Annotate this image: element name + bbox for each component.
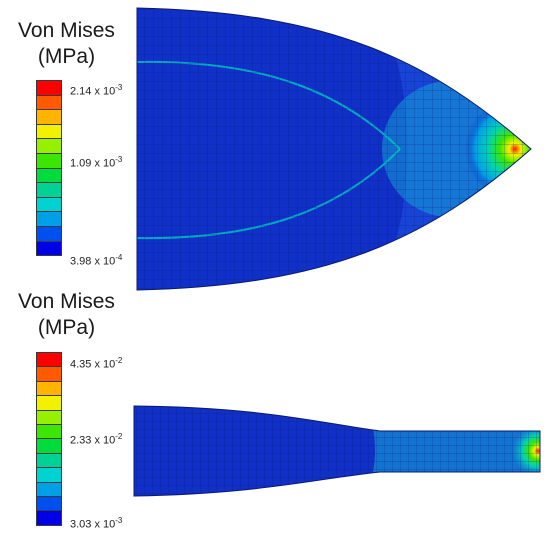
legend-unit: (MPa): [37, 316, 96, 339]
top-stress-panel: Von Mises (MPa) 2.14 x 10-3 1.09 x 10-3 …: [18, 7, 532, 291]
legend-swatch: [37, 424, 61, 440]
legend-swatch: [37, 353, 61, 368]
legend-swatch: [37, 95, 61, 111]
legend-title: Von Mises: [18, 19, 115, 42]
legend-swatch: [37, 367, 61, 382]
legend-max-label: 4.35 x 10-2: [70, 356, 123, 371]
legend-min-label: 3.98 x 10-4: [70, 253, 123, 268]
legend-swatch: [37, 110, 61, 125]
legend-swatch: [37, 453, 61, 469]
legend-swatch: [37, 482, 61, 497]
legend-swatch: [37, 468, 61, 483]
fem-model-side-view: [133, 405, 541, 497]
legend-swatch: [37, 183, 61, 198]
legend-swatch: [37, 153, 61, 169]
legend-swatch: [37, 197, 61, 213]
legend-swatch: [37, 212, 61, 227]
legend-mid-label: 2.33 x 10-2: [70, 432, 123, 447]
legend-title: Von Mises: [18, 290, 115, 313]
legend-mid-label: 1.09 x 10-3: [70, 155, 123, 170]
legend-swatch: [37, 439, 61, 454]
legend-swatch: [37, 241, 61, 257]
legend-swatch: [37, 226, 61, 242]
fem-model-top-view: [136, 7, 532, 291]
legend-swatch: [37, 396, 61, 411]
legend-swatch: [37, 381, 61, 397]
legend-swatch: [37, 496, 61, 512]
legend-swatch: [37, 410, 61, 425]
legend-max-label: 2.14 x 10-3: [70, 83, 123, 98]
legend-swatch: [37, 168, 61, 184]
bottom-stress-panel: Von Mises (MPa) 4.35 x 10-2 2.33 x 10-2 …: [0, 285, 550, 539]
legend-swatch: [37, 139, 61, 154]
legend-unit: (MPa): [37, 45, 96, 68]
color-legend-bar: [36, 352, 62, 526]
color-legend-bar: [36, 80, 62, 257]
legend-swatch: [37, 124, 61, 140]
legend-swatch: [37, 511, 61, 526]
legend-swatch: [37, 81, 61, 96]
legend-min-label: 3.03 x 10-3: [70, 516, 123, 531]
